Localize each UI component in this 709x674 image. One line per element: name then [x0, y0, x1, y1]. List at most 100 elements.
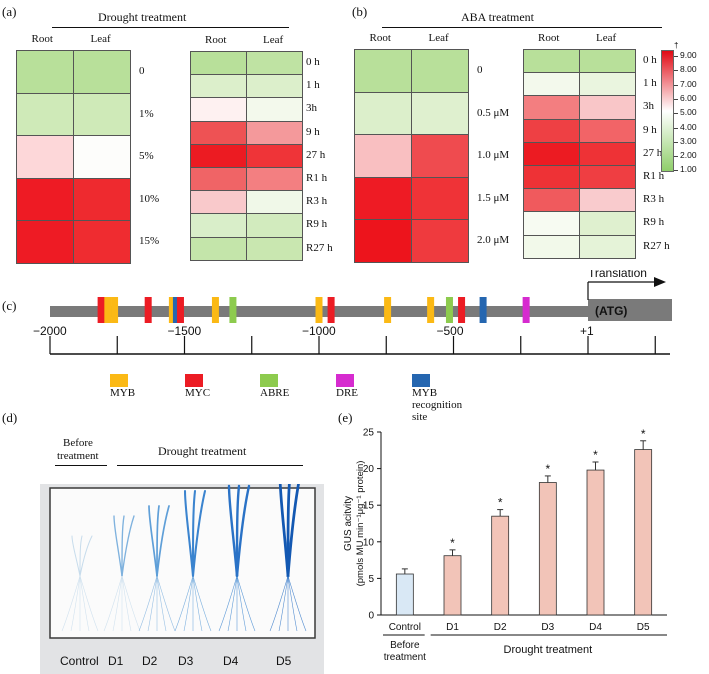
b-left-cell-root: [354, 91, 412, 136]
bar-d4: [586, 469, 605, 616]
b-right-row-label: 3h: [643, 100, 654, 113]
element-myc: [176, 297, 184, 323]
a-right-col-root: Root: [205, 34, 227, 46]
translation-label: Translation: [588, 270, 647, 280]
a-right-cell-leaf: [246, 97, 303, 122]
y-axis-label-2: (pmols MU min⁻¹μg⁻¹ protein): [355, 461, 366, 587]
scale-tick-mark: [674, 98, 678, 100]
panel-e-label: (e): [338, 410, 353, 425]
scale-tick-mark: [674, 84, 678, 86]
x-tick-label: Control: [389, 622, 421, 633]
scale-tick-label: 9.00: [680, 50, 697, 60]
element-myb: [211, 297, 219, 323]
b-left-cell-root: [354, 176, 412, 221]
a-right-row-label: R1 h: [306, 172, 328, 184]
a-right-cell-root: [190, 190, 247, 215]
panel-d-label: (d): [2, 410, 18, 425]
element-myc: [97, 297, 105, 323]
seedling-control: [61, 535, 99, 632]
a-right-row-label: 3h: [306, 102, 317, 115]
legend-swatch: [260, 374, 278, 387]
significance-marker: *: [498, 496, 503, 510]
scale-tick-label: 5.00: [680, 107, 697, 118]
panel-b-title-rule: [382, 27, 662, 28]
scale-tick-label: 3.00: [680, 135, 697, 146]
element-myb-recognition-site: [172, 297, 180, 323]
b-right-cell-leaf: [579, 165, 636, 190]
legend-label: ABRE: [260, 387, 290, 399]
drought-treatment-rule-d: [117, 465, 303, 466]
bar-d1: [443, 555, 462, 616]
scale-tick-label: 1.00: [680, 164, 697, 175]
a-right-cell-leaf: [246, 213, 303, 238]
element-myb: [384, 297, 392, 323]
a-left-cell-root: [16, 92, 74, 136]
b-left-cell-leaf: [411, 219, 469, 263]
element-myc: [458, 297, 466, 323]
position-label: −2000: [33, 324, 67, 338]
scale-tick-label: 2.00: [680, 150, 697, 161]
y-tick-label: 25: [363, 428, 375, 439]
y-tick-label: 10: [363, 537, 375, 548]
a-left-row-label: 0: [139, 65, 145, 77]
a-right-cell-leaf: [246, 120, 303, 145]
a-right-row-label: R27 h: [306, 241, 333, 254]
element-abre: [229, 297, 237, 323]
legend-item: MYB recognition site: [412, 374, 462, 423]
a-right-row-label: 27 h: [306, 148, 326, 161]
b-left-cell-root: [354, 134, 412, 178]
b-right-col-root: Root: [538, 32, 560, 44]
a-left-cell-leaf: [73, 220, 131, 264]
photo-frame: [49, 487, 316, 639]
plant-label: D5: [276, 654, 292, 668]
b-right-cell-leaf: [579, 188, 636, 213]
b-right-row-label: R9 h: [643, 216, 665, 229]
b-right-cell-root: [523, 165, 580, 190]
panel-b-label: (b): [352, 4, 368, 19]
b-left-row-label: 1.0 μM: [477, 149, 510, 162]
bar-d3: [538, 482, 557, 616]
b-left-cell-root: [354, 219, 412, 263]
a-right-cell-root: [190, 167, 247, 192]
before-group-label-2: treatment: [384, 652, 426, 663]
scale-tick-label: 4.00: [680, 121, 697, 132]
a-right-row-label: 1 h: [306, 79, 320, 92]
x-tick-label: D1: [446, 622, 459, 633]
scale-tick-label: 8.00: [680, 64, 697, 75]
a-left-row-label: 10%: [139, 192, 160, 205]
y-axis-label-1: GUS acitvity: [343, 496, 354, 551]
b-right-cell-leaf: [579, 95, 636, 120]
b-right-cell-leaf: [579, 49, 636, 74]
y-tick-label: 0: [368, 611, 374, 622]
panel-a-title: Drought treatment: [98, 10, 187, 24]
x-tick-label: D4: [589, 622, 602, 633]
a-right-row-label: 0 h: [306, 56, 320, 68]
seedling-d5: [269, 484, 307, 632]
legend-label: MYB: [110, 387, 136, 399]
a-left-row-label: 15%: [139, 235, 160, 247]
x-tick-label: D5: [637, 622, 650, 633]
x-tick-label: D3: [541, 622, 554, 633]
legend-swatch: [336, 374, 354, 387]
b-right-col-leaf: Leaf: [596, 32, 617, 44]
a-right-row-label: R9 h: [306, 218, 328, 231]
position-label: −1500: [168, 324, 202, 338]
b-right-cell-root: [523, 95, 580, 120]
b-left-cell-leaf: [411, 176, 469, 221]
seedling-d3: [174, 489, 212, 632]
scale-tick-mark: [674, 127, 678, 129]
b-right-row-label: R1 h: [643, 170, 665, 182]
y-tick-label: 20: [363, 464, 375, 475]
bar-control: [395, 573, 414, 616]
b-left-row-label: 0.5 μM: [477, 106, 510, 119]
a-left-cell-leaf: [73, 135, 131, 179]
significance-marker: *: [593, 448, 598, 462]
a-right-row-label: R3 h: [306, 195, 328, 208]
b-left-col-leaf: Leaf: [428, 32, 449, 44]
a-right-row-label: 9 h: [306, 125, 320, 138]
position-label: −500: [437, 324, 464, 338]
legend-swatch: [185, 374, 203, 387]
scale-tick-mark: [674, 70, 678, 72]
seedling-d2: [138, 505, 176, 632]
element-myb: [168, 297, 176, 323]
